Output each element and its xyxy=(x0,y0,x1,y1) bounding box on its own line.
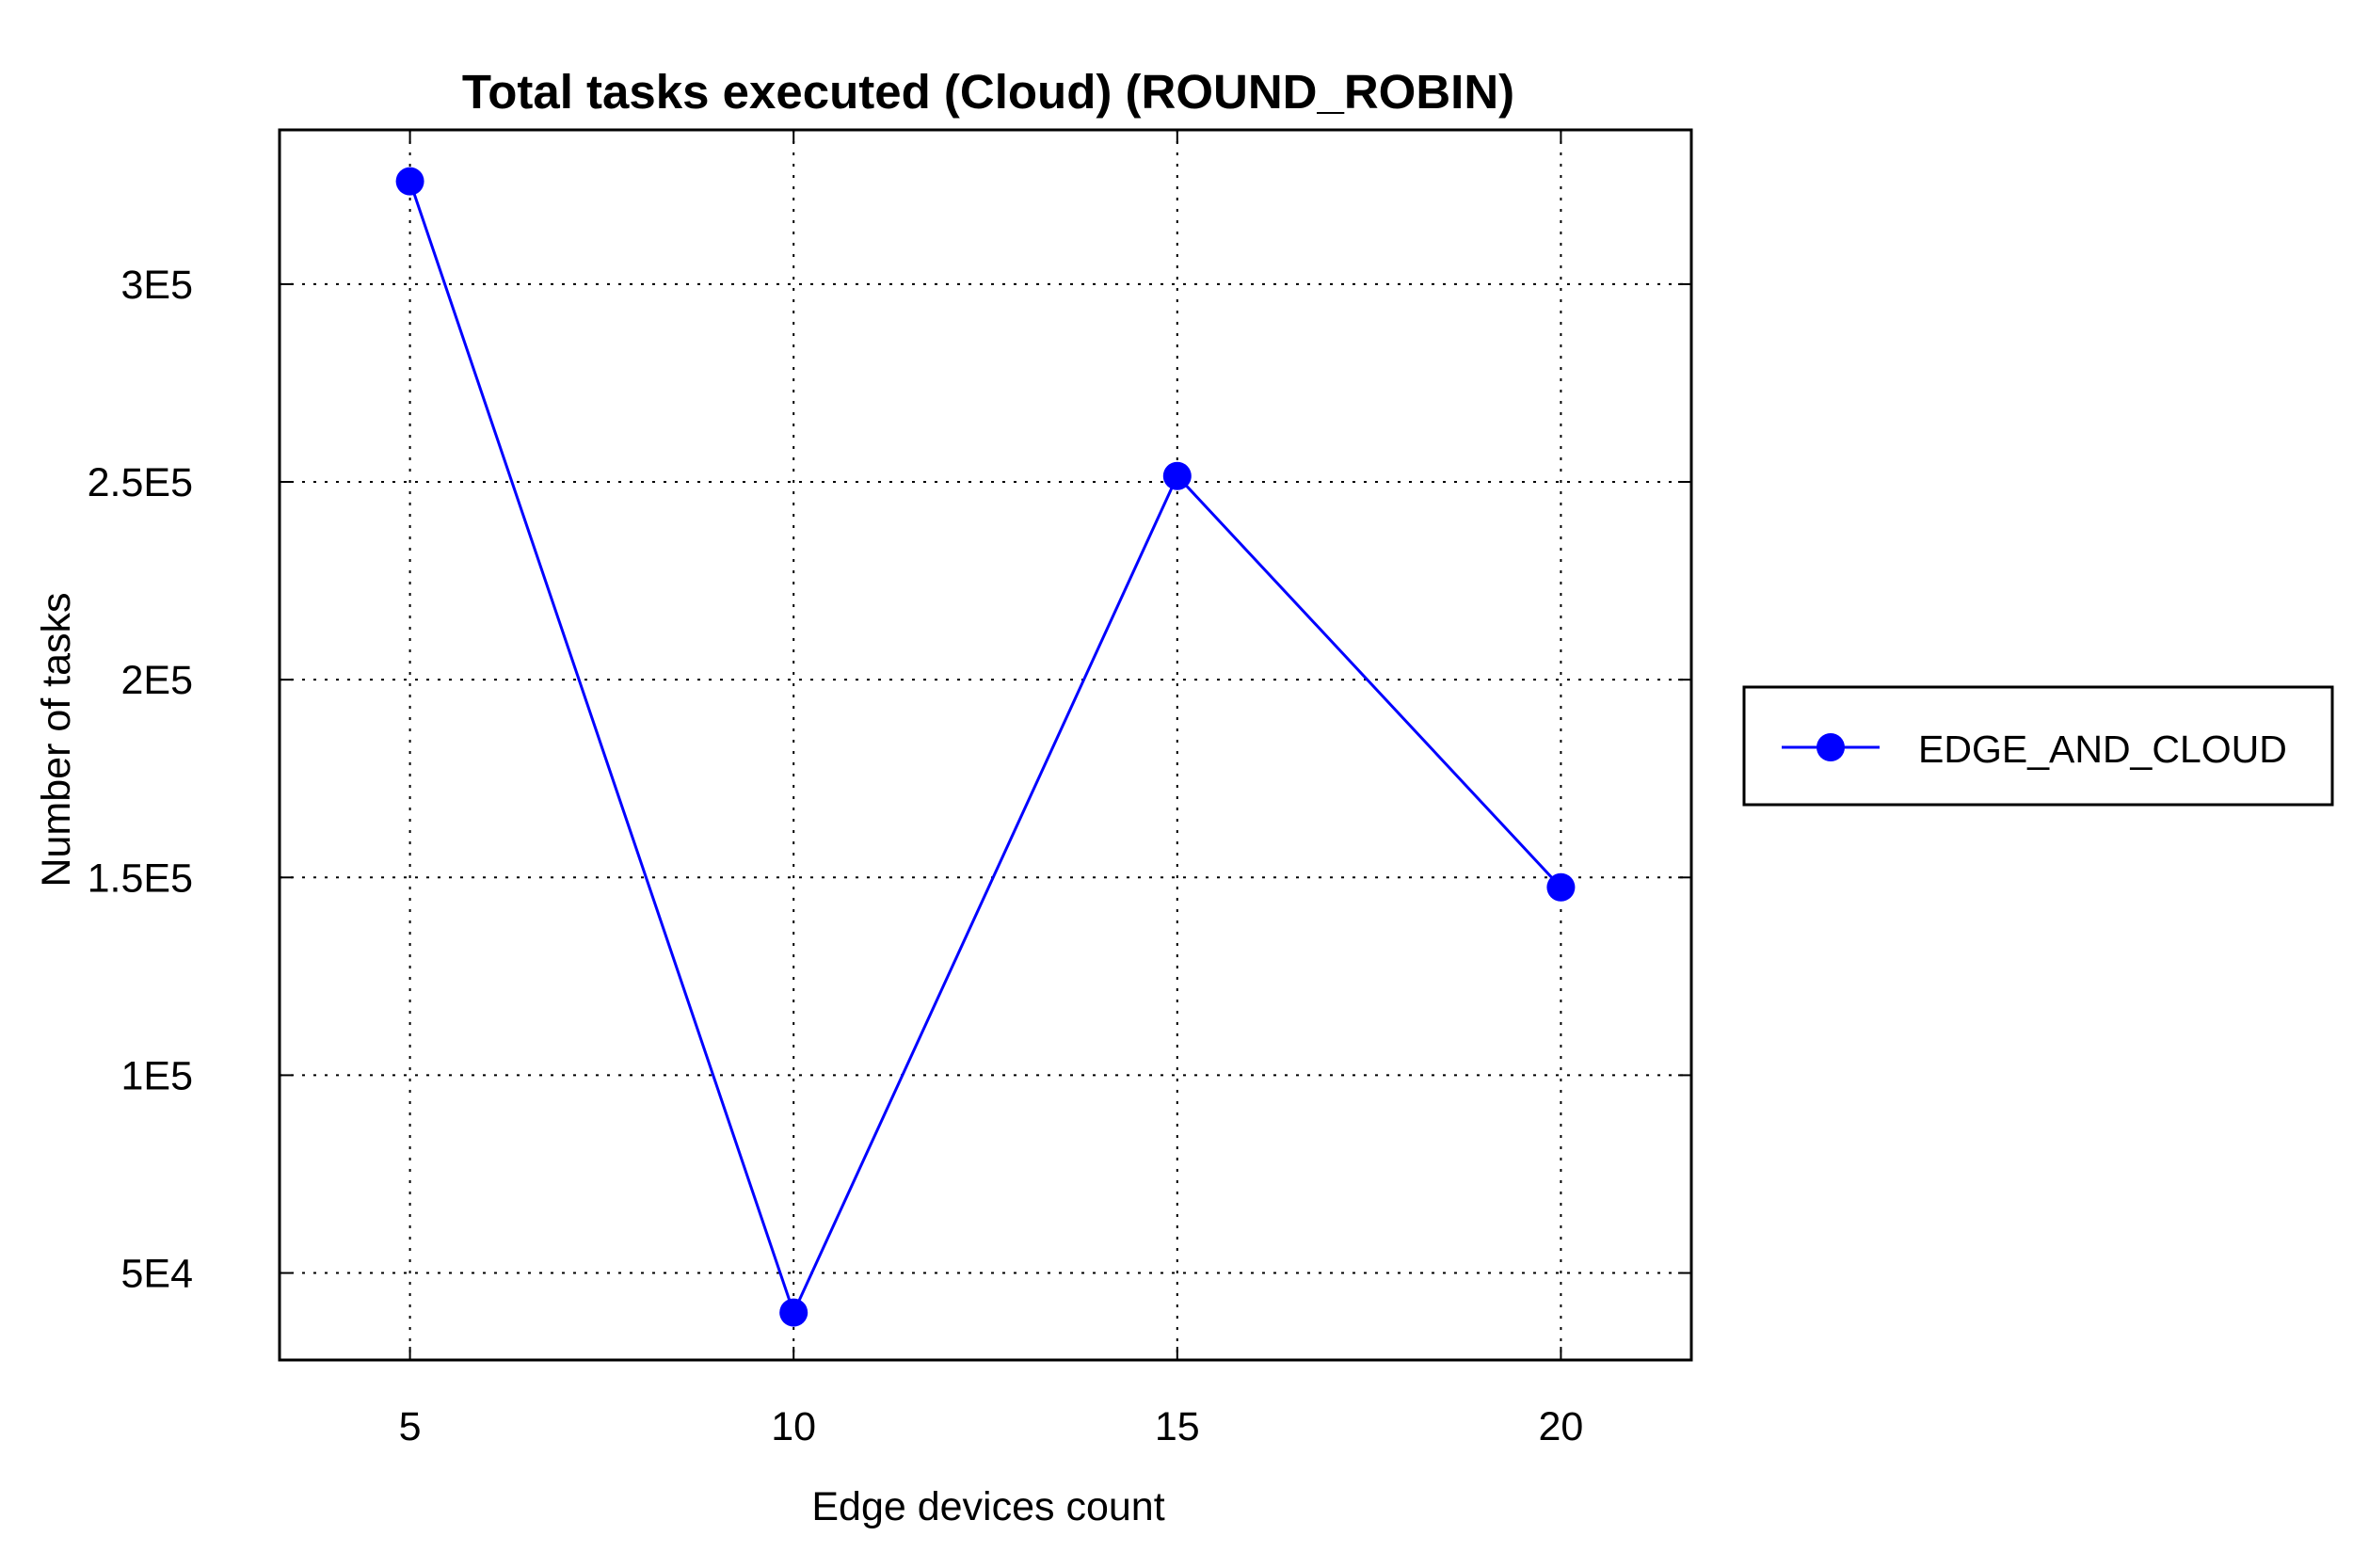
y-tick-label: 2E5 xyxy=(120,658,193,703)
legend: EDGE_AND_CLOUD xyxy=(1742,685,2334,807)
y-tick-label: 2.5E5 xyxy=(88,460,193,505)
y-tick-label: 3E5 xyxy=(120,263,193,308)
axis-ticks: 5 10 15 20 5E4 1E5 1.5E5 2E5 2.5E5 3E5 xyxy=(88,130,1691,1449)
y-tick-label: 1E5 xyxy=(120,1053,193,1098)
x-tick-label: 5 xyxy=(399,1404,422,1449)
series-group xyxy=(395,167,1576,1327)
chart-title: Total tasks executed (Cloud) (ROUND_ROBI… xyxy=(462,65,1514,119)
legend-box xyxy=(1742,685,2334,807)
plot-frame xyxy=(278,128,1693,1362)
x-tick-label: 15 xyxy=(1155,1404,1200,1449)
data-point xyxy=(395,167,424,196)
x-axis-label: Edge devices count xyxy=(811,1484,1164,1529)
x-tick-label: 20 xyxy=(1538,1404,1583,1449)
y-tick-label: 1.5E5 xyxy=(88,856,193,901)
legend-label: EDGE_AND_CLOUD xyxy=(1918,728,2287,771)
data-point xyxy=(1162,461,1192,490)
grid xyxy=(280,130,1691,1360)
legend-marker xyxy=(1817,733,1845,761)
data-point xyxy=(1546,872,1576,902)
data-point xyxy=(779,1298,808,1327)
x-tick-label: 10 xyxy=(771,1404,816,1449)
y-tick-label: 5E4 xyxy=(120,1252,193,1297)
y-axis-label: Number of tasks xyxy=(34,592,79,887)
series-line xyxy=(408,181,1562,1317)
